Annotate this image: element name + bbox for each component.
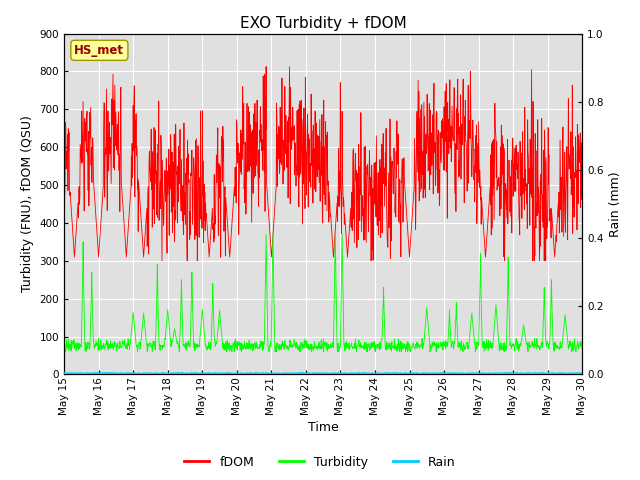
Legend: fDOM, Turbidity, Rain: fDOM, Turbidity, Rain <box>179 451 461 474</box>
Text: HS_met: HS_met <box>74 44 124 57</box>
Title: EXO Turbidity + fDOM: EXO Turbidity + fDOM <box>240 16 406 31</box>
Y-axis label: Turbidity (FNU), fDOM (QSU): Turbidity (FNU), fDOM (QSU) <box>21 116 34 292</box>
Y-axis label: Rain (mm): Rain (mm) <box>609 171 622 237</box>
X-axis label: Time: Time <box>308 420 339 433</box>
